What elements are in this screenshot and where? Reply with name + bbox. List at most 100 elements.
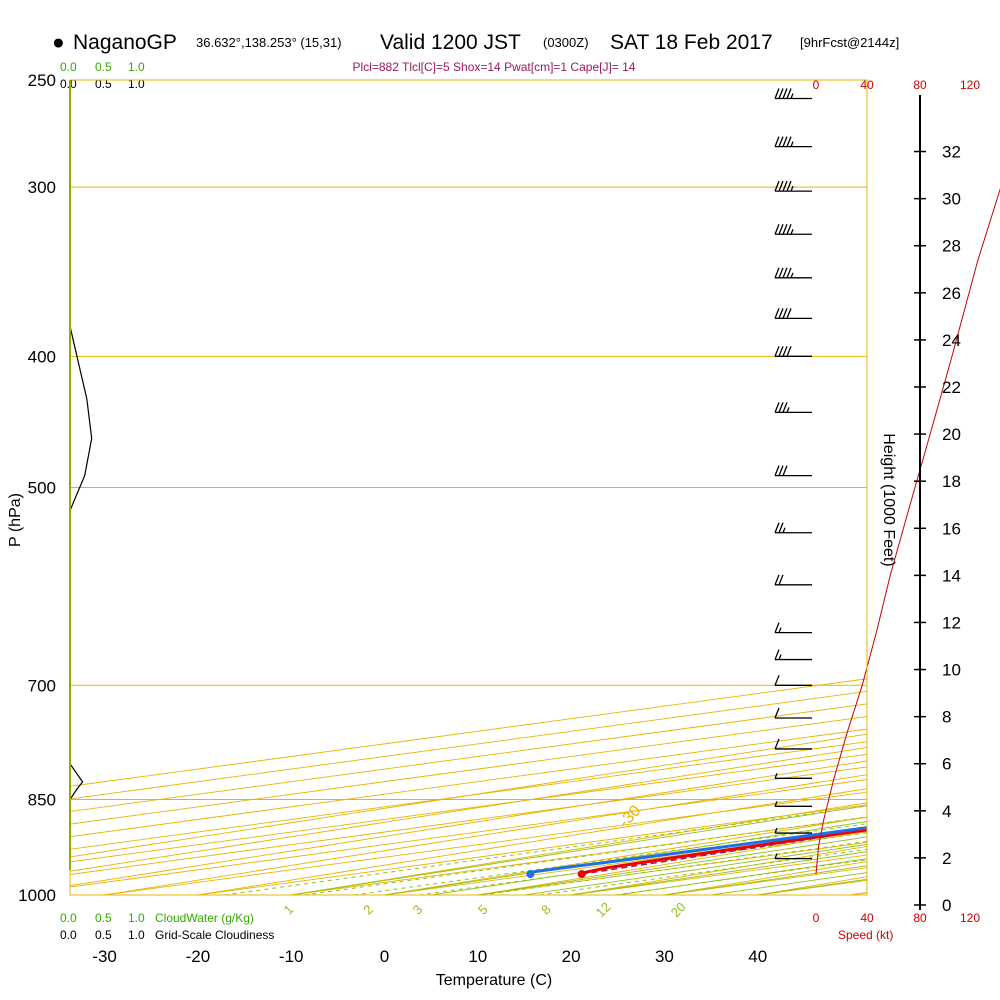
- cloudiness-tick: 0.5: [95, 928, 112, 942]
- x-tick-label: 20: [562, 947, 581, 966]
- height-tick-label: 8: [942, 708, 951, 727]
- cloudiness-label: Grid-Scale Cloudiness: [155, 928, 274, 942]
- cloudiness-tick: 0.0: [60, 77, 77, 91]
- height-tick-label: 20: [942, 425, 961, 444]
- cloudiness-tick: 1.0: [128, 77, 145, 91]
- height-tick-label: 24: [942, 331, 961, 350]
- wind-barb: [774, 622, 812, 634]
- wind-barb: [774, 649, 812, 661]
- wind-barb: [774, 465, 812, 477]
- forecast-label: [9hrFcst@2144z]: [800, 35, 899, 50]
- temperature-surface-point: [577, 870, 586, 879]
- height-tick-label: 16: [942, 519, 961, 538]
- dry-adiabat-line: [104, 774, 867, 895]
- wind-barb: [774, 801, 812, 807]
- x-tick-label: 30: [655, 947, 674, 966]
- isotherm-line: [70, 703, 867, 812]
- isotherm-line: [70, 741, 867, 850]
- wind-barb: [774, 267, 812, 279]
- isotherm-line: [70, 753, 867, 863]
- cloudwater-tick: 0.0: [60, 911, 77, 925]
- moist-adiabat-line: [291, 805, 867, 895]
- x-tick-label: 40: [748, 947, 767, 966]
- isotherm-line: [850, 892, 867, 895]
- speed-scale-top: 0 40 80 120: [813, 78, 981, 92]
- cloudwater-scale-top: 0.0 0.5 1.0 0.0 0.5 1.0: [60, 60, 145, 91]
- cloudwater-tick: 0.5: [95, 60, 112, 74]
- mixing-ratio-label: 1: [281, 902, 297, 918]
- station-coords: 36.632°,138.253° (15,31): [196, 35, 342, 50]
- mixing-ratio-line: [353, 823, 867, 895]
- height-tick-label: 0: [942, 896, 951, 915]
- speed-axis-label: Speed (kt): [838, 928, 893, 942]
- dry-adiabat-label: -30: [616, 802, 644, 830]
- dry-adiabat-line: [70, 733, 867, 858]
- cloudwater-tick: 1.0: [128, 911, 145, 925]
- pressure-tick-label: 500: [28, 479, 56, 498]
- mixing-ratio-label: 2: [360, 902, 376, 918]
- speed-scale-bottom: 0 40 80 120 Speed (kt): [813, 911, 981, 942]
- wind-barb: [774, 88, 812, 100]
- cloudiness-tick: 1.0: [128, 928, 145, 942]
- isotherm-line: [70, 728, 867, 838]
- plot-frame: [69, 79, 868, 896]
- station-name: NaganoGP: [73, 31, 177, 54]
- valid-date: SAT 18 Feb 2017: [610, 31, 773, 54]
- cloudiness-tick: 0.0: [60, 928, 77, 942]
- cloudwater-tick: 0.5: [95, 911, 112, 925]
- height-tick-label: 2: [942, 849, 951, 868]
- wind-barb: [774, 180, 812, 192]
- mixing-ratio-label: 3: [410, 902, 426, 918]
- mixing-ratio-line: [304, 816, 867, 895]
- speed-tick: 80: [913, 78, 927, 92]
- dry-adiabat-line: [850, 891, 867, 895]
- parcel-profile-line: [581, 835, 829, 875]
- wind-speed-line: [815, 188, 1000, 875]
- valid-time: Valid 1200 JST: [380, 31, 521, 54]
- cloudwater-label: CloudWater (g/Kg): [155, 911, 254, 925]
- wind-barb: [774, 773, 812, 779]
- speed-tick: 120: [960, 78, 980, 92]
- height-tick-label: 14: [942, 566, 961, 585]
- mixing-ratio-label: 8: [538, 902, 554, 918]
- wind-barb: [774, 853, 812, 860]
- height-axis-label: Height (1000 Feet): [880, 433, 897, 566]
- cloudwater-scale-bottom: 0.0 0.5 1.0 CloudWater (g/Kg) 0.0 0.5 1.…: [60, 911, 274, 942]
- mixing-ratio-line: [224, 805, 867, 895]
- pressure-tick-label: 400: [28, 347, 56, 366]
- dewpoint-surface-point: [526, 870, 535, 879]
- speed-tick: 80: [913, 911, 927, 925]
- dry-adiabat-line: [70, 760, 867, 887]
- pressure-tick-label: 1000: [18, 886, 56, 905]
- speed-tick: 0: [813, 911, 820, 925]
- height-tick-label: 4: [942, 802, 951, 821]
- dry-adiabat-line: [291, 802, 867, 895]
- pressure-tick-label: 300: [28, 178, 56, 197]
- temperature-profile-line: [581, 828, 867, 876]
- wind-barb: [774, 675, 812, 686]
- wind-panel: [774, 88, 1000, 875]
- x-axis-label: Temperature (C): [436, 972, 552, 989]
- cloudwater-line: [69, 326, 93, 800]
- mixing-ratio-label: 12: [593, 899, 614, 920]
- pressure-tick-label: 250: [28, 71, 56, 90]
- wind-barb: [774, 308, 812, 320]
- wind-barb: [774, 522, 812, 534]
- height-tick-label: 12: [942, 614, 961, 633]
- wind-barb: [774, 346, 812, 357]
- height-tick-label: 30: [942, 190, 961, 209]
- isotherm-line: [70, 678, 867, 787]
- dry-adiabat-line: [70, 746, 867, 872]
- wind-barb: [774, 402, 812, 413]
- mixing-ratio-line: [482, 840, 867, 895]
- height-tick-label: 18: [942, 472, 961, 491]
- height-tick-label: 32: [942, 143, 961, 162]
- wind-barb: [774, 738, 812, 750]
- cloudiness-tick: 0.5: [95, 77, 112, 91]
- x-tick-label: -10: [279, 947, 304, 966]
- wind-barb: [774, 136, 812, 148]
- wind-barb: [774, 827, 812, 834]
